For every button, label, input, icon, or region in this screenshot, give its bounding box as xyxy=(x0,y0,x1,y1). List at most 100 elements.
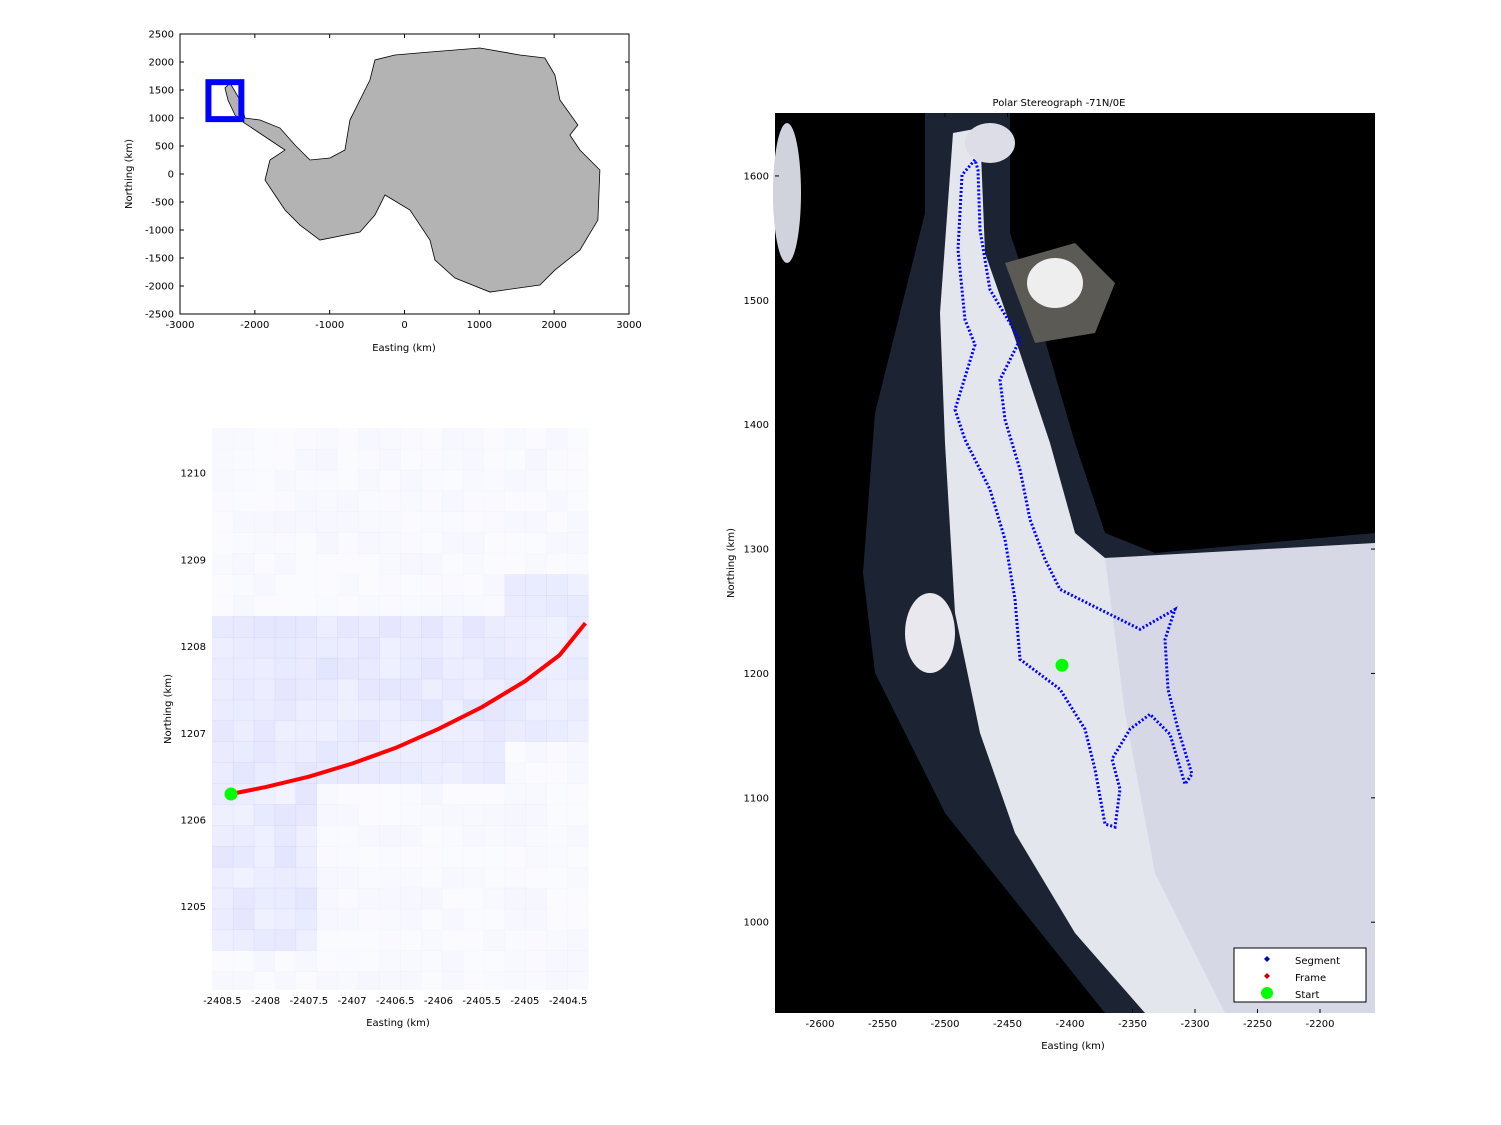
image-pixel xyxy=(504,971,526,990)
image-pixel xyxy=(212,720,234,742)
overview-ytick-label: -1000 xyxy=(145,226,174,237)
image-pixel xyxy=(441,532,464,554)
image-pixel xyxy=(546,971,568,990)
detail-xtick-label: -2405.5 xyxy=(462,996,501,1007)
image-pixel xyxy=(274,804,297,826)
image-pixel xyxy=(295,950,317,972)
image-pixel xyxy=(504,657,526,680)
overview-map-axes: Easting (km) Northing (km) -3000 -2000 -10… xyxy=(124,30,642,355)
image-pixel xyxy=(295,428,317,450)
image-pixel xyxy=(253,929,276,951)
image-pixel xyxy=(212,741,234,763)
image-pixel xyxy=(358,448,380,471)
image-pixel xyxy=(504,887,526,910)
image-pixel xyxy=(505,742,526,763)
image-pixel xyxy=(483,657,506,680)
image-pixel xyxy=(525,783,547,805)
image-pixel xyxy=(441,908,464,931)
image-pixel xyxy=(400,846,422,868)
image-pixel xyxy=(254,449,275,470)
image-pixel xyxy=(212,699,234,722)
legend-frame-label: Frame xyxy=(1295,973,1326,984)
image-pixel xyxy=(421,762,443,784)
image-pixel xyxy=(442,783,463,804)
west-island-snow xyxy=(773,123,801,263)
image-pixel xyxy=(232,971,255,990)
image-pixel xyxy=(274,428,297,450)
image-pixel xyxy=(484,428,505,449)
image-pixel xyxy=(483,825,506,847)
legend-start-marker xyxy=(1261,987,1273,999)
image-pixel xyxy=(295,469,317,492)
image-pixel xyxy=(525,699,547,722)
image-pixel xyxy=(232,720,255,742)
image-pixel xyxy=(567,741,589,763)
image-pixel xyxy=(567,971,589,990)
image-pixel xyxy=(232,469,255,492)
image-pixel xyxy=(358,699,380,722)
overview-ytick-label: -2000 xyxy=(145,282,174,293)
image-pixel xyxy=(316,469,338,492)
image-pixel xyxy=(462,657,485,680)
image-pixel xyxy=(295,511,317,533)
image-pixel xyxy=(275,951,296,972)
image-pixel xyxy=(567,866,589,889)
track-map-xtick-label: -2400 xyxy=(1055,1019,1084,1030)
image-pixel xyxy=(274,741,297,763)
image-pixel xyxy=(400,574,421,595)
detail-xtick-label: -2408 xyxy=(251,996,280,1007)
image-pixel xyxy=(232,637,255,659)
image-pixel xyxy=(421,657,443,680)
satellite-image xyxy=(773,113,1375,1013)
overview-ytick-label: -2500 xyxy=(145,310,174,321)
image-pixel xyxy=(254,491,275,512)
antarctica-coastline xyxy=(224,47,601,293)
image-pixel xyxy=(274,887,297,910)
image-pixel xyxy=(337,950,359,972)
image-pixel xyxy=(546,574,568,596)
image-pixel xyxy=(441,825,464,847)
image-pixel xyxy=(462,448,485,471)
track-map-ytick-label: 1500 xyxy=(744,296,769,307)
image-pixel xyxy=(463,574,484,595)
image-pixel xyxy=(400,428,422,450)
image-pixel xyxy=(379,950,401,972)
image-pixel xyxy=(232,595,255,617)
image-pixel xyxy=(421,595,443,617)
image-pixel xyxy=(295,699,317,722)
image-pixel xyxy=(316,532,338,554)
image-pixel xyxy=(400,762,422,784)
image-pixel xyxy=(232,553,255,575)
image-pixel xyxy=(274,720,297,742)
detail-ytick-label: 1205 xyxy=(181,902,206,913)
image-pixel xyxy=(274,511,297,533)
image-pixel xyxy=(504,490,526,513)
image-pixel xyxy=(462,616,485,638)
image-pixel xyxy=(400,595,422,617)
image-pixel xyxy=(253,511,276,533)
overview-ytick-label: -1500 xyxy=(145,254,174,265)
image-pixel xyxy=(316,699,338,722)
image-pixel xyxy=(253,616,276,638)
overview-xtick-label: 1000 xyxy=(467,320,492,331)
image-pixel xyxy=(504,637,526,659)
image-pixel xyxy=(274,908,297,931)
image-pixel xyxy=(295,804,317,826)
image-pixel xyxy=(546,532,568,554)
track-map-xtick-label: -2300 xyxy=(1180,1019,1209,1030)
image-pixel xyxy=(462,825,485,847)
overview-ytick-label: 2000 xyxy=(149,58,174,69)
image-pixel xyxy=(316,908,338,931)
image-pixel xyxy=(462,490,485,513)
image-pixel xyxy=(274,783,297,805)
image-pixel xyxy=(379,553,401,575)
image-pixel xyxy=(441,678,464,701)
image-pixel xyxy=(317,553,338,574)
image-pixel xyxy=(526,491,547,512)
image-pixel xyxy=(316,783,338,805)
image-pixel xyxy=(483,741,506,763)
image-pixel xyxy=(212,657,234,680)
image-pixel xyxy=(232,908,255,931)
island-snow xyxy=(1027,258,1083,308)
image-pixel xyxy=(546,511,568,533)
